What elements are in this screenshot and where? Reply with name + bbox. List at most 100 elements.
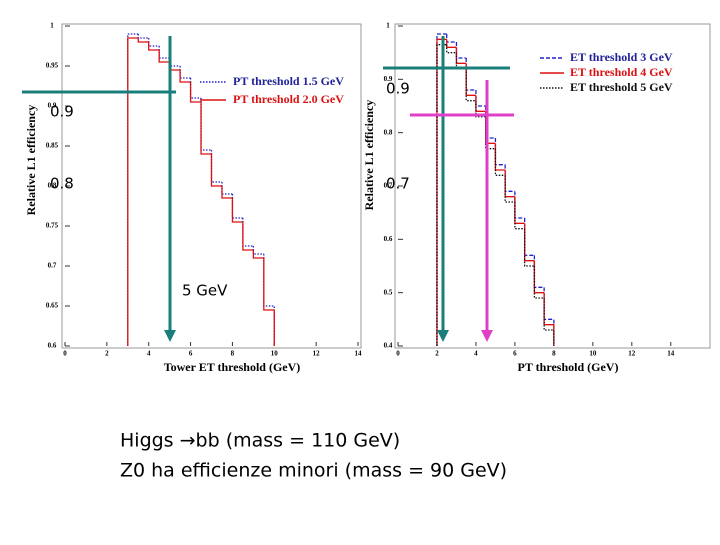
step-segment: [200, 98, 212, 151]
plot-frame: [394, 23, 711, 349]
caption-line: Higgs →bb (mass = 110 GeV): [120, 430, 400, 452]
step-segment: [231, 194, 243, 219]
step-segment: [455, 42, 467, 59]
y-tick-label: 1: [386, 22, 390, 30]
step-segment: [494, 138, 506, 166]
y-tick-label: 0.5: [384, 288, 393, 296]
step-segment: [446, 34, 457, 43]
annotation: 0.9: [386, 80, 410, 98]
step-segment: [494, 148, 506, 176]
step-segment: [137, 34, 149, 39]
step-segment: [446, 39, 457, 48]
step-segment: [148, 42, 160, 51]
y-tick-label: 0.8: [48, 182, 57, 190]
x-tick-label: 12: [628, 350, 636, 358]
step-segment: [465, 58, 476, 91]
step-segment: [455, 52, 467, 70]
y-tick-label: 0.6: [48, 342, 57, 350]
y-tick-label: 1: [50, 22, 54, 30]
step-segment: [475, 95, 486, 112]
y-tick-label: 0.9: [384, 75, 393, 83]
annotation: 0.8: [50, 175, 74, 193]
x-tick-label: 10: [271, 350, 279, 358]
annotation: 5 GeV: [182, 282, 228, 300]
annotation: 0.9: [50, 103, 74, 121]
y-tick-label: 0.95: [46, 62, 59, 70]
plot-frame: [61, 23, 362, 349]
legend-label: ET threshold 4 GeV: [570, 65, 673, 79]
legend-label: ET threshold 5 GeV: [570, 80, 673, 94]
step-segment: [263, 258, 275, 346]
x-tick-label: 0: [63, 350, 67, 358]
x-tick-label: 14: [355, 350, 363, 358]
step-segment: [514, 196, 525, 224]
step-segment: [242, 222, 254, 251]
step-segment: [158, 50, 170, 63]
x-tick-label: 0: [396, 350, 400, 358]
step-segment: [543, 292, 555, 346]
step-segment: [514, 191, 525, 219]
x-tick-label: 8: [552, 350, 556, 358]
x-axis-label: PT threshold (GeV): [518, 360, 619, 374]
step-segment: [475, 100, 486, 118]
y-tick-label: 0.7: [48, 262, 57, 270]
step-segment: [263, 254, 275, 346]
arrow-head: [481, 330, 493, 342]
step-segment: [514, 202, 525, 230]
x-tick-label: 10: [589, 350, 597, 358]
caption-line: Z0 ha efficienze minori (mass = 90 GeV): [120, 460, 507, 482]
step-segment: [446, 44, 457, 54]
series: [436, 33, 555, 346]
step-segment: [231, 198, 243, 223]
x-tick-label: 6: [189, 350, 193, 358]
annotation: 0.7: [386, 175, 410, 193]
x-tick-label: 2: [435, 350, 439, 358]
step-segment: [158, 46, 170, 59]
x-tick-label: 6: [513, 350, 517, 358]
y-tick-label: 0.8: [384, 128, 393, 136]
step-segment: [127, 37, 139, 346]
step-segment: [533, 255, 545, 288]
step-segment: [543, 298, 555, 346]
step-segment: [210, 154, 222, 187]
step-segment: [137, 38, 149, 43]
step-segment: [221, 182, 233, 195]
step-segment: [127, 33, 139, 346]
step-segment: [494, 143, 506, 171]
step-segment: [533, 260, 545, 294]
step-segment: [475, 90, 486, 107]
step-segment: [523, 218, 535, 256]
x-tick-label: 14: [667, 350, 675, 358]
y-tick-label: 0.7: [384, 182, 393, 190]
step-segment: [189, 82, 202, 103]
step-segment: [221, 186, 233, 199]
legend-label: PT threshold 1.5 GeV: [233, 74, 344, 88]
y-tick-label: 0.4: [384, 342, 393, 350]
y-axis-label: Relative L1 efficiency: [24, 105, 38, 216]
x-tick-label: 12: [313, 350, 321, 358]
step-segment: [504, 175, 515, 203]
step-segment: [242, 218, 254, 247]
step-segment: [455, 47, 467, 64]
step-segment: [252, 246, 264, 255]
step-segment: [504, 170, 515, 198]
x-tick-label: 4: [474, 350, 478, 358]
arrow-head: [164, 330, 176, 342]
step-segment: [504, 164, 515, 192]
step-segment: [148, 38, 160, 47]
step-segment: [200, 102, 212, 155]
legend-label: PT threshold 2.0 GeV: [233, 92, 344, 106]
step-segment: [179, 66, 191, 79]
series: [436, 38, 555, 346]
step-segment: [252, 250, 264, 259]
x-tick-label: 2: [105, 350, 109, 358]
step-segment: [210, 150, 222, 183]
y-tick-label: 0.6: [384, 235, 393, 243]
x-tick-label: 8: [231, 350, 235, 358]
x-axis-label: Tower ET threshold (GeV): [164, 360, 301, 374]
y-tick-label: 0.65: [46, 302, 59, 310]
step-segment: [543, 287, 555, 346]
x-tick-label: 4: [147, 350, 151, 358]
arrow-head: [437, 330, 449, 342]
